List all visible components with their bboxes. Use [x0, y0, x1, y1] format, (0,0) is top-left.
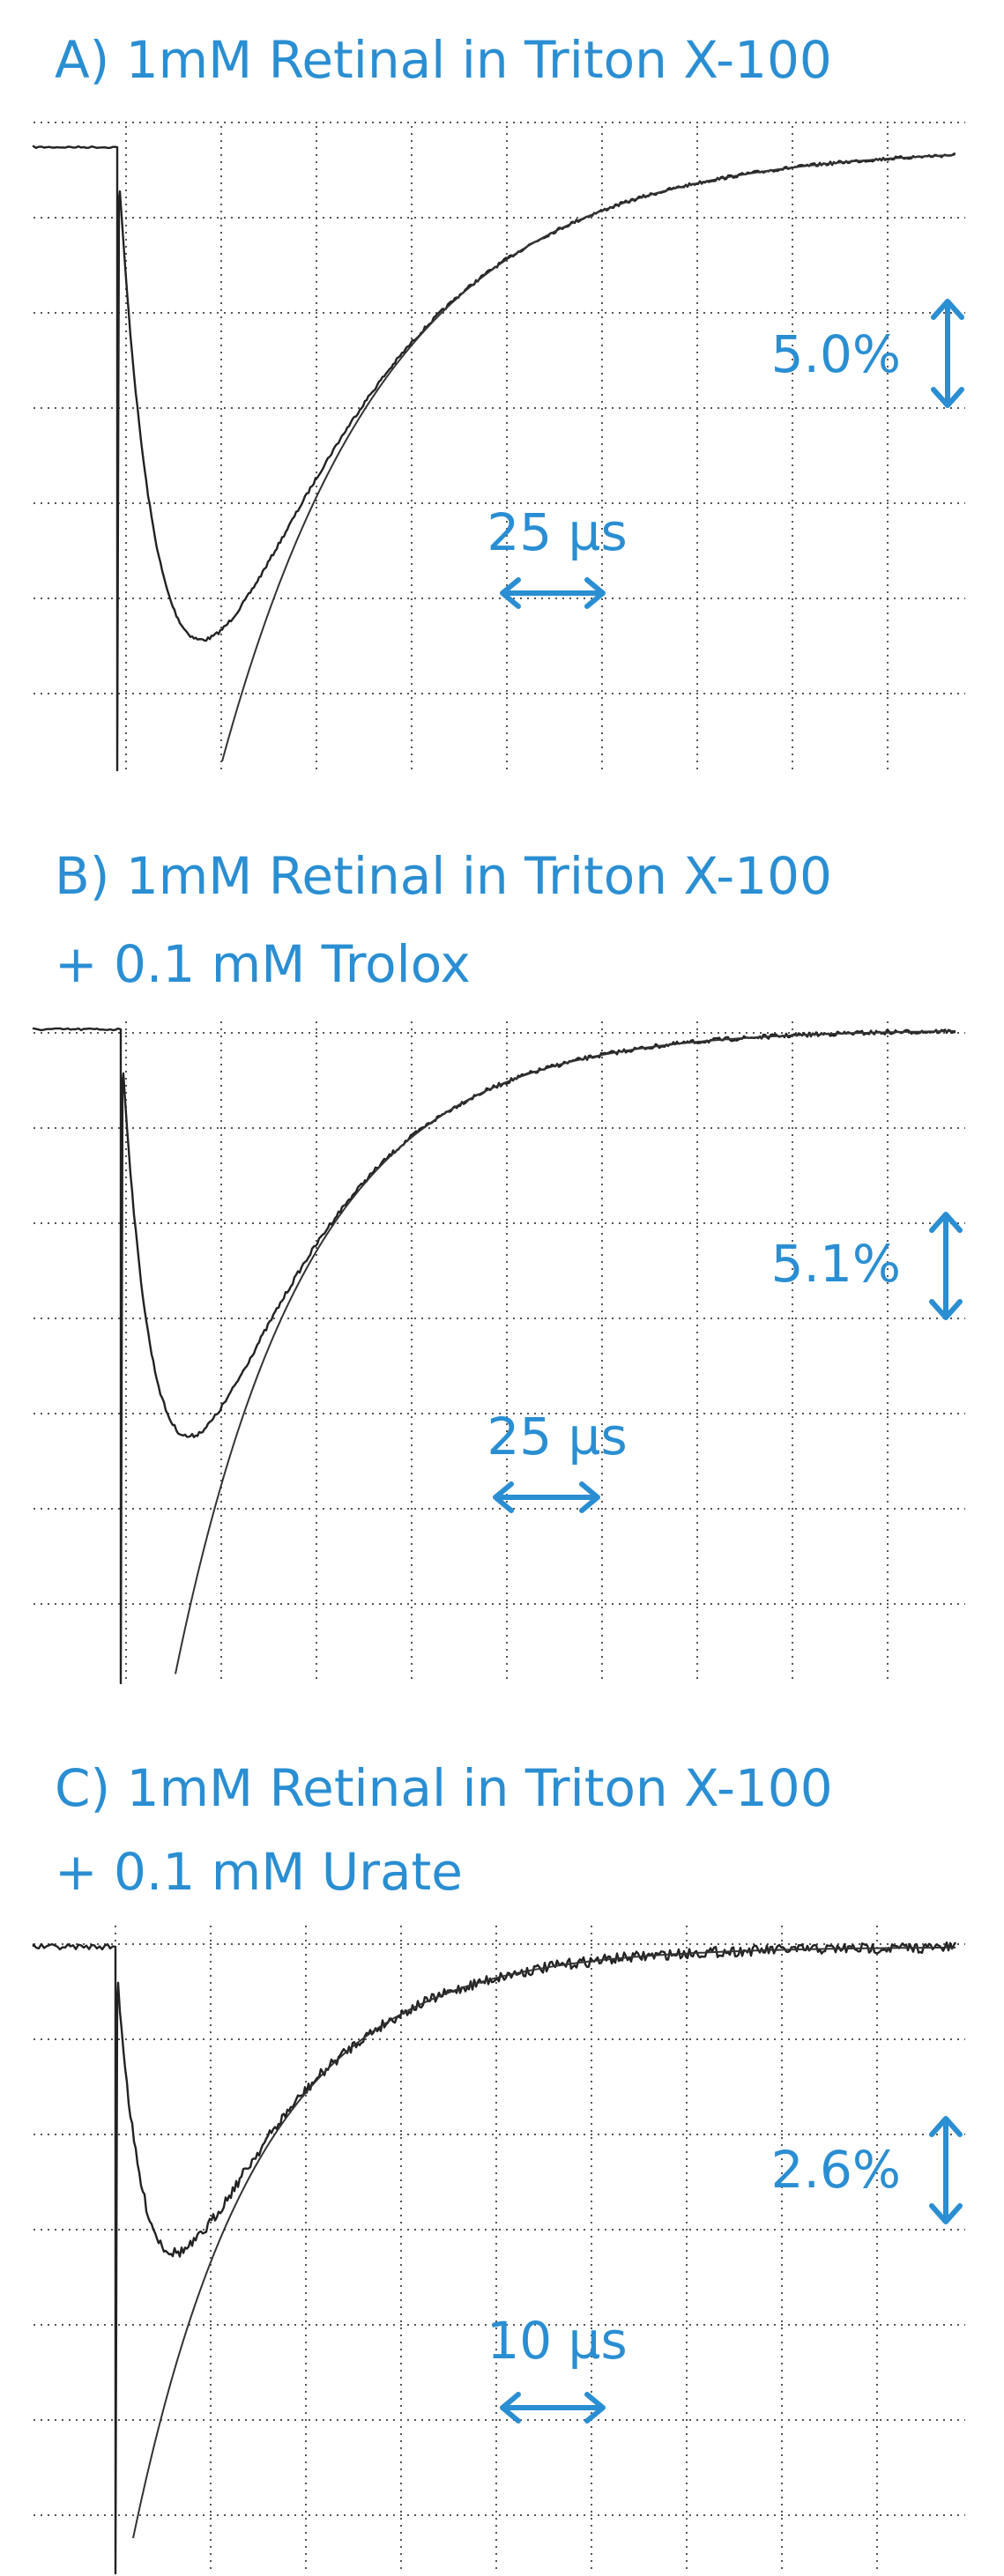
panel: C) 1mM Retinal in Triton X-100 + 0.1 mM U… — [32, 1758, 965, 2575]
y-scale-arrow — [931, 299, 964, 408]
fit-curve — [132, 1946, 956, 2539]
panel: A) 1mM Retinal in Triton X-100 5.0% 25 µs — [32, 30, 965, 772]
x-scale-label: 25 µs — [487, 502, 627, 562]
x-scale-arrow — [500, 577, 606, 609]
signal-trace — [32, 145, 956, 772]
panel-title: C) 1mM Retinal in Triton X-100 — [55, 1758, 833, 1818]
signal-trace — [32, 1027, 956, 1685]
y-scale-label: 2.6% — [771, 2140, 901, 2200]
y-scale-label: 5.0% — [771, 324, 901, 384]
fit-curve — [175, 1030, 956, 1674]
y-scale-arrow — [929, 1212, 963, 1320]
y-scale-label: 5.1% — [771, 1234, 901, 1294]
panel-title: + 0.1 mM Trolox — [55, 934, 471, 994]
panel: B) 1mM Retinal in Triton X-100 + 0.1 mM T… — [32, 846, 965, 1685]
panel-title: B) 1mM Retinal in Triton X-100 — [55, 846, 832, 906]
x-scale-arrow — [493, 1481, 600, 1513]
x-scale-label: 25 µs — [487, 1407, 627, 1466]
signal-trace — [32, 1941, 957, 2575]
x-scale-arrow — [500, 2392, 606, 2424]
panel-title: + 0.1 mM Urate — [55, 1842, 463, 1902]
x-scale-label: 10 µs — [487, 2311, 627, 2371]
panel-title: A) 1mM Retinal in Triton X-100 — [55, 30, 832, 90]
y-scale-arrow — [929, 2116, 963, 2224]
fit-curve — [221, 153, 956, 762]
